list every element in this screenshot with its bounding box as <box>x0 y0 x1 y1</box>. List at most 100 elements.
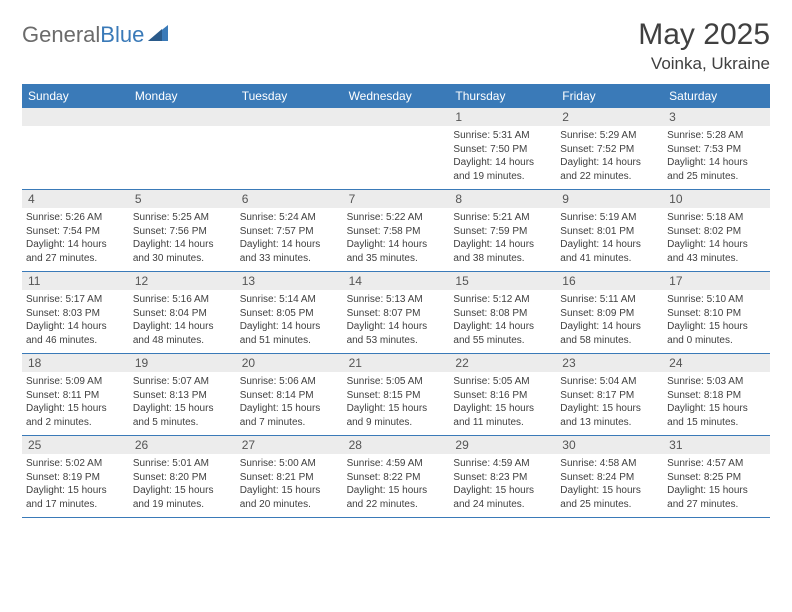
logo-text-blue: Blue <box>100 22 144 47</box>
sunrise-text: Sunrise: 5:02 AM <box>26 457 125 471</box>
day-number: 15 <box>449 272 556 290</box>
daylight-text-2: and 46 minutes. <box>26 334 125 348</box>
daylight-text-2: and 0 minutes. <box>667 334 766 348</box>
day-number: 11 <box>22 272 129 290</box>
sunset-text: Sunset: 8:11 PM <box>26 389 125 403</box>
daylight-text-1: Daylight: 14 hours <box>667 156 766 170</box>
day-number: 8 <box>449 190 556 208</box>
daylight-text-1: Daylight: 14 hours <box>240 238 339 252</box>
logo-text: GeneralBlue <box>22 22 144 48</box>
daylight-text-1: Daylight: 15 hours <box>667 320 766 334</box>
day-header-row: Sunday Monday Tuesday Wednesday Thursday… <box>22 84 770 108</box>
month-title: May 2025 <box>638 18 770 52</box>
day-cell: 3Sunrise: 5:28 AMSunset: 7:53 PMDaylight… <box>663 108 770 189</box>
day-cell: 30Sunrise: 4:58 AMSunset: 8:24 PMDayligh… <box>556 436 663 517</box>
sunrise-text: Sunrise: 5:25 AM <box>133 211 232 225</box>
week-row: 1 Sunrise: 5:31 AMSunset: 7:50 PM Daylight… <box>22 108 770 190</box>
header: GeneralBlue May 2025 Voinka, Ukraine <box>22 18 770 74</box>
daylight-text-2: and 25 minutes. <box>560 498 659 512</box>
day-number: 17 <box>663 272 770 290</box>
sunset-text: Sunset: 8:24 PM <box>560 471 659 485</box>
daylight-text-1: Daylight: 14 hours <box>26 320 125 334</box>
day-number: 22 <box>449 354 556 372</box>
day-cell: 10Sunrise: 5:18 AMSunset: 8:02 PMDayligh… <box>663 190 770 271</box>
day-number: 18 <box>22 354 129 372</box>
daylight-text-2: and 9 minutes. <box>347 416 446 430</box>
week-row: 18Sunrise: 5:09 AMSunset: 8:11 PMDayligh… <box>22 354 770 436</box>
day-number <box>22 108 129 126</box>
sunset-text: Sunset: 8:05 PM <box>240 307 339 321</box>
day-cell <box>22 108 129 189</box>
day-number: 28 <box>343 436 450 454</box>
daylight-text-1: Daylight: 15 hours <box>560 402 659 416</box>
sunrise-text: Sunrise: 5:17 AM <box>26 293 125 307</box>
sunset-text: Sunset: 8:22 PM <box>347 471 446 485</box>
sail-icon <box>148 23 170 48</box>
daylight-text-1: Daylight: 14 hours <box>347 320 446 334</box>
day-cell <box>236 108 343 189</box>
daylight-text-2: and 35 minutes. <box>347 252 446 266</box>
sunset-text: Sunset: 7:57 PM <box>240 225 339 239</box>
day-cell: 8Sunrise: 5:21 AMSunset: 7:59 PMDaylight… <box>449 190 556 271</box>
sunset-text: Sunset: 8:19 PM <box>26 471 125 485</box>
daylight-text-1: Daylight: 15 hours <box>240 402 339 416</box>
day-number: 1 <box>449 108 556 126</box>
day-header: Saturday <box>663 84 770 108</box>
day-number: 12 <box>129 272 236 290</box>
day-number <box>343 108 450 126</box>
sunset-text: Sunset: 7:53 PM <box>667 143 766 157</box>
sunrise-text: Sunrise: 5:31 AM <box>453 129 552 143</box>
day-cell: 14Sunrise: 5:13 AMSunset: 8:07 PMDayligh… <box>343 272 450 353</box>
daylight-text-1: Daylight: 14 hours <box>26 238 125 252</box>
sunset-text: Sunset: 7:50 PM <box>453 143 552 157</box>
sunset-text: Sunset: 8:25 PM <box>667 471 766 485</box>
day-number: 27 <box>236 436 343 454</box>
sunrise-text: Sunrise: 5:01 AM <box>133 457 232 471</box>
day-header: Sunday <box>22 84 129 108</box>
day-cell: 25Sunrise: 5:02 AMSunset: 8:19 PMDayligh… <box>22 436 129 517</box>
daylight-text-2: and 19 minutes. <box>453 170 552 184</box>
sunrise-text: Sunrise: 5:10 AM <box>667 293 766 307</box>
sunset-text: Sunset: 7:56 PM <box>133 225 232 239</box>
sunrise-text: Sunrise: 5:18 AM <box>667 211 766 225</box>
daylight-text-2: and 27 minutes. <box>26 252 125 266</box>
week-row: 11Sunrise: 5:17 AMSunset: 8:03 PMDayligh… <box>22 272 770 354</box>
day-number: 25 <box>22 436 129 454</box>
daylight-text-1: Daylight: 14 hours <box>453 238 552 252</box>
day-number: 2 <box>556 108 663 126</box>
daylight-text-1: Daylight: 14 hours <box>560 238 659 252</box>
daylight-text-2: and 27 minutes. <box>667 498 766 512</box>
sunrise-text: Sunrise: 5:28 AM <box>667 129 766 143</box>
sunrise-text: Sunrise: 4:57 AM <box>667 457 766 471</box>
sunrise-text: Sunrise: 4:59 AM <box>347 457 446 471</box>
logo-text-general: General <box>22 22 100 47</box>
daylight-text-1: Daylight: 15 hours <box>26 402 125 416</box>
day-cell: 27Sunrise: 5:00 AMSunset: 8:21 PMDayligh… <box>236 436 343 517</box>
day-cell: 7Sunrise: 5:22 AMSunset: 7:58 PMDaylight… <box>343 190 450 271</box>
day-cell: 1Sunrise: 5:31 AMSunset: 7:50 PMDaylight… <box>449 108 556 189</box>
sunset-text: Sunset: 8:07 PM <box>347 307 446 321</box>
location: Voinka, Ukraine <box>638 54 770 74</box>
daylight-text-2: and 7 minutes. <box>240 416 339 430</box>
sunrise-text: Sunrise: 5:11 AM <box>560 293 659 307</box>
daylight-text-2: and 41 minutes. <box>560 252 659 266</box>
title-block: May 2025 Voinka, Ukraine <box>638 18 770 74</box>
daylight-text-2: and 15 minutes. <box>667 416 766 430</box>
day-cell <box>129 108 236 189</box>
daylight-text-1: Daylight: 15 hours <box>347 484 446 498</box>
day-cell: 31Sunrise: 4:57 AMSunset: 8:25 PMDayligh… <box>663 436 770 517</box>
daylight-text-2: and 25 minutes. <box>667 170 766 184</box>
sunset-text: Sunset: 8:01 PM <box>560 225 659 239</box>
logo: GeneralBlue <box>22 22 170 48</box>
day-number: 10 <box>663 190 770 208</box>
daylight-text-2: and 51 minutes. <box>240 334 339 348</box>
day-cell: 4Sunrise: 5:26 AMSunset: 7:54 PMDaylight… <box>22 190 129 271</box>
sunset-text: Sunset: 8:08 PM <box>453 307 552 321</box>
day-cell: 21Sunrise: 5:05 AMSunset: 8:15 PMDayligh… <box>343 354 450 435</box>
sunrise-text: Sunrise: 4:58 AM <box>560 457 659 471</box>
day-cell: 6Sunrise: 5:24 AMSunset: 7:57 PMDaylight… <box>236 190 343 271</box>
day-cell: 26Sunrise: 5:01 AMSunset: 8:20 PMDayligh… <box>129 436 236 517</box>
sunrise-text: Sunrise: 5:22 AM <box>347 211 446 225</box>
sunset-text: Sunset: 8:02 PM <box>667 225 766 239</box>
day-number: 5 <box>129 190 236 208</box>
